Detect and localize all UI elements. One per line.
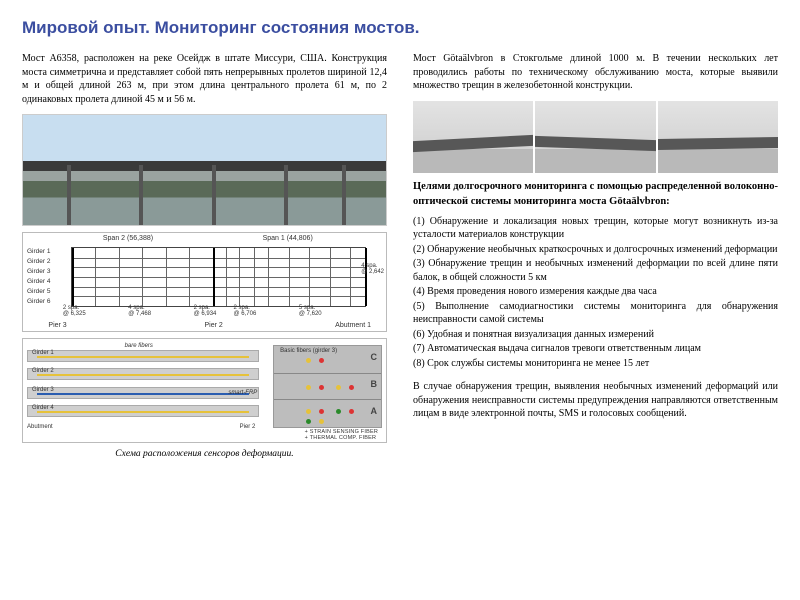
- sensor-caption: Схема расположения сенсоров деформации.: [22, 449, 387, 459]
- page: Мировой опыт. Мониторинг состояния мосто…: [0, 0, 800, 477]
- goals-subhead: Целями долгосрочного мониторинга с помощ…: [413, 179, 778, 209]
- bridge-photo-row: [413, 101, 778, 173]
- goal-item: (5) Выполнение самодиагностики системы м…: [413, 300, 778, 327]
- bridge-photo-left: [22, 114, 387, 226]
- span-diagram: Girder 1Girder 2Girder 3Girder 4Girder 5…: [22, 232, 387, 332]
- goal-item: (1) Обнаружение и локализация новых трещ…: [413, 215, 778, 242]
- goal-item: (8) Срок службы системы мониторинга не м…: [413, 357, 778, 371]
- right-column: Мост Götaälvbron в Стокгольме длиной 100…: [413, 52, 778, 459]
- goal-item: (4) Время проведения нового измерения ка…: [413, 285, 778, 299]
- right-footer: В случае обнаружения трещин, выявления н…: [413, 380, 778, 421]
- two-columns: Мост A6358, расположен на реке Осейдж в …: [22, 52, 778, 459]
- left-intro: Мост A6358, расположен на реке Осейдж в …: [22, 52, 387, 106]
- goal-item: (6) Удобная и понятная визуализация данн…: [413, 328, 778, 342]
- goal-item: (3) Обнаружение трещин и необычных измен…: [413, 257, 778, 284]
- goal-item: (2) Обнаружение необычных краткосрочных …: [413, 243, 778, 257]
- goal-item: (7) Автоматическая выдача сигналов трево…: [413, 342, 778, 356]
- page-title: Мировой опыт. Мониторинг состояния мосто…: [22, 18, 778, 38]
- left-column: Мост A6358, расположен на реке Осейдж в …: [22, 52, 387, 459]
- goals-list: (1) Обнаружение и локализация новых трещ…: [413, 215, 778, 371]
- right-intro: Мост Götaälvbron в Стокгольме длиной 100…: [413, 52, 778, 93]
- sensor-diagram: Girder 1Girder 2Girder 3Girder 4bare fib…: [22, 338, 387, 443]
